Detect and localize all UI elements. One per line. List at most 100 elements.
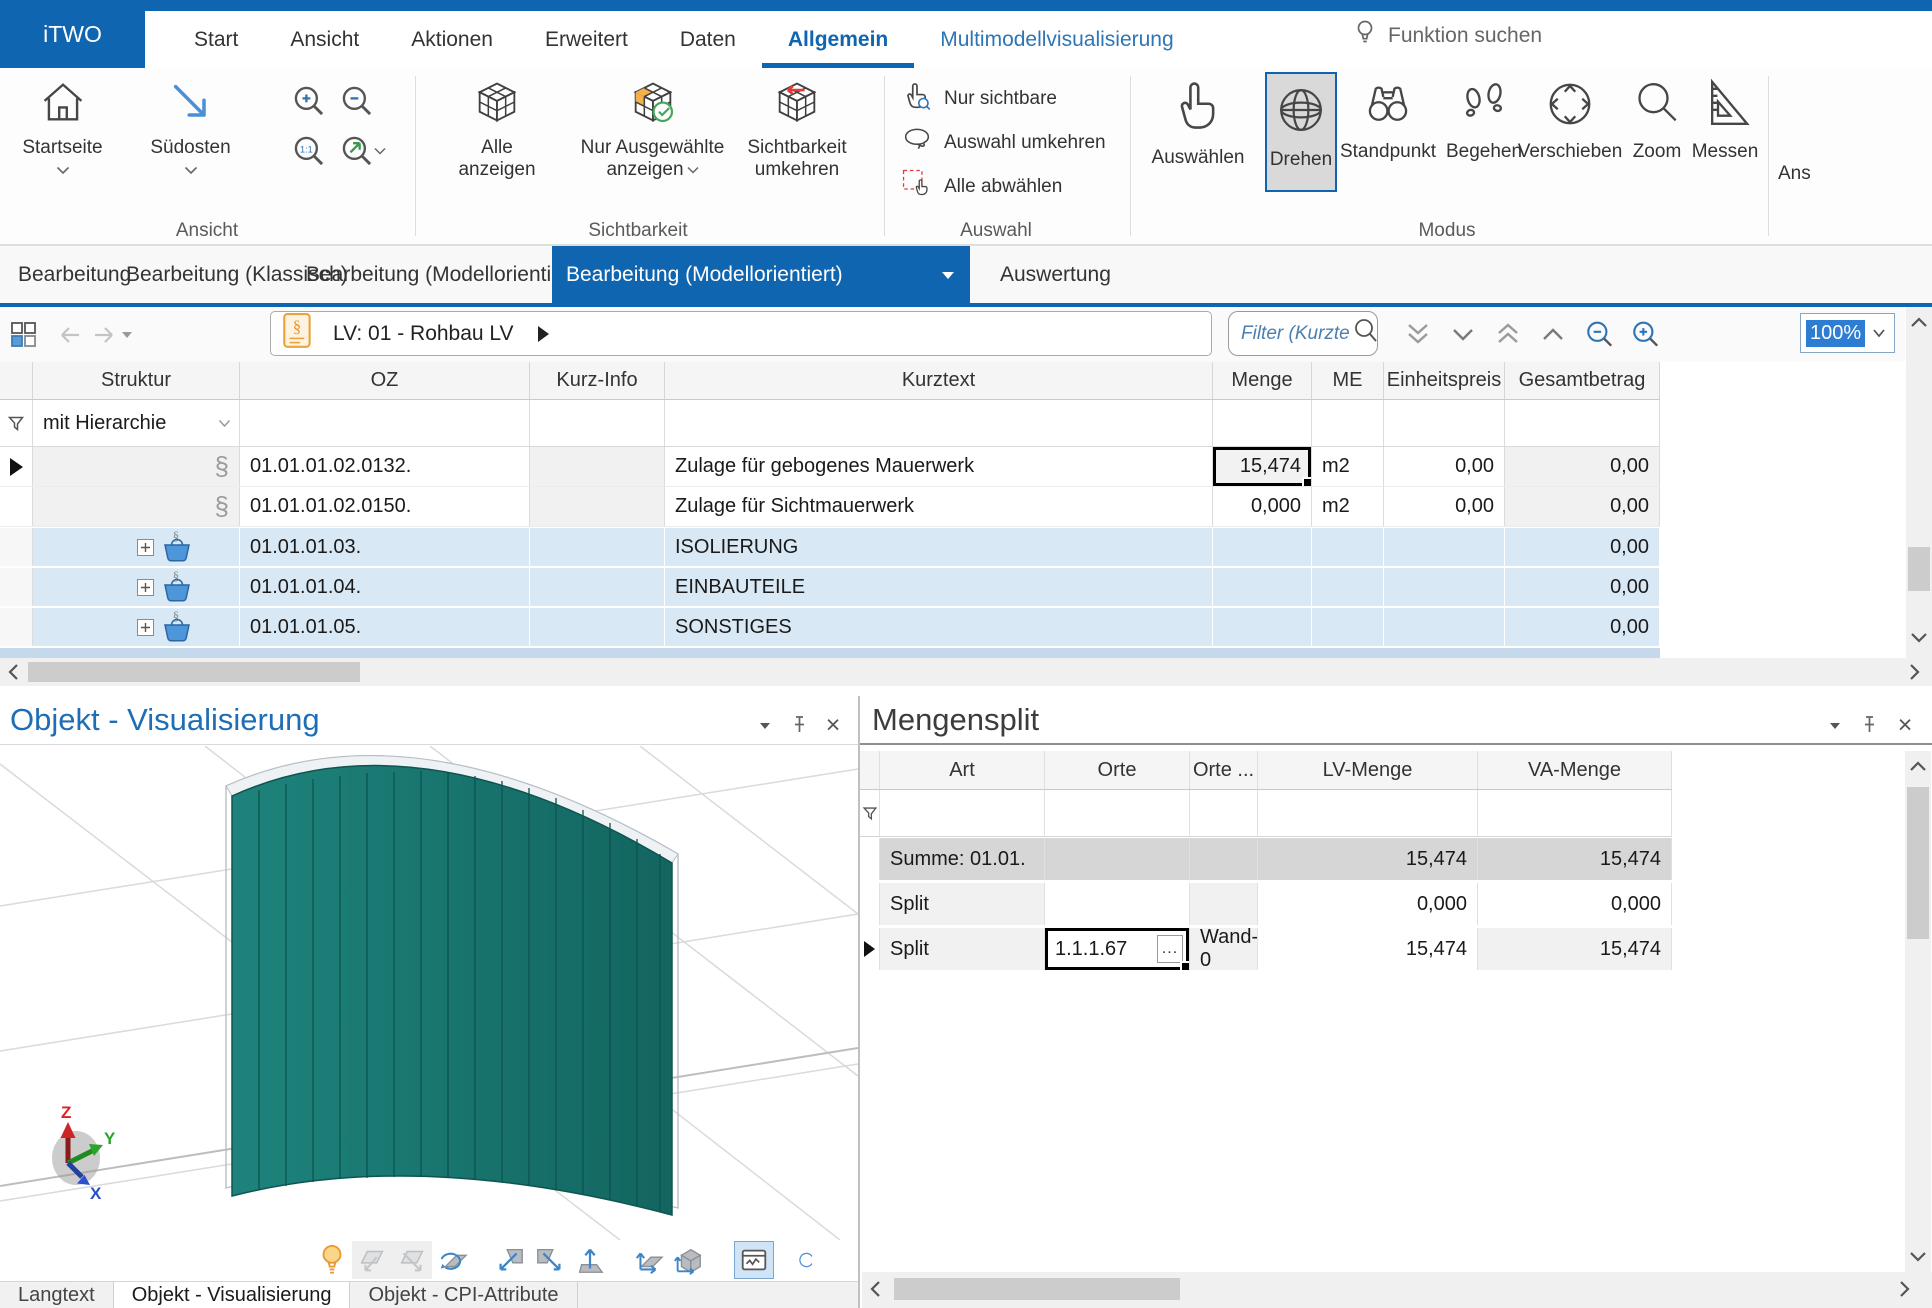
filter-icon-cell[interactable] [860,790,880,836]
filter-input[interactable] [1241,323,1349,345]
me-cell[interactable] [1312,528,1384,566]
table-row[interactable]: Split 0,000 0,000 [860,883,1672,927]
gesamtbetrag-cell[interactable]: 0,00 [1505,528,1660,566]
zoom-level-dropdown[interactable]: 100% [1800,313,1895,353]
orte-detail-cell[interactable] [1190,883,1258,925]
doctab-auswertung[interactable]: Auswertung [986,246,1125,304]
struktur-cell[interactable]: § [33,487,240,526]
breadcrumb-expand-icon[interactable] [538,326,549,342]
fill-handle[interactable] [1180,961,1189,970]
va-menge-cell[interactable]: 0,000 [1478,883,1672,925]
table-zoom-out-button[interactable] [1582,317,1618,353]
gesamtbetrag-cell[interactable]: 0,00 [1505,608,1660,646]
kurztext-cell[interactable]: Zulage für Sichtmauerwerk [665,487,1213,526]
filter-cell[interactable] [1258,790,1478,836]
row-selector[interactable] [0,568,33,606]
mengensplit-vertical-scrollbar[interactable] [1905,751,1931,1272]
sichtbarkeit-umkehren-button[interactable]: Sichtbarkeitumkehren [722,76,872,181]
goto-next-button[interactable] [1445,317,1481,353]
kurzinfo-cell[interactable] [530,447,665,486]
table-row[interactable]: § 01.01.01.05. SONSTIGES 0,00 [0,608,1660,648]
filter-cell[interactable] [530,400,665,446]
alle-abwaehlen-button[interactable]: Alle abwählen [900,166,1062,208]
clip-plane-button-disabled[interactable] [352,1241,392,1279]
gesamtbetrag-cell[interactable]: 0,00 [1505,487,1660,526]
navigate-forward-button[interactable] [86,317,122,353]
einheitspreis-cell[interactable] [1384,528,1505,566]
row-selector[interactable] [0,608,33,646]
menge-cell[interactable] [1213,608,1312,646]
expand-plus-icon[interactable] [137,539,154,556]
zoom-mode-button[interactable]: Zoom [1628,76,1686,163]
kurzinfo-cell[interactable] [530,568,665,606]
scroll-right-button[interactable] [1902,660,1926,684]
orte-detail-cell[interactable] [1190,838,1258,880]
orte-cell-selected[interactable]: 1.1.1.67 ... [1045,928,1190,970]
menge-cell[interactable] [1213,568,1312,606]
goto-first-button[interactable] [1490,317,1526,353]
kurztext-cell[interactable]: ISOLIERUNG [665,528,1213,566]
table-zoom-in-button[interactable] [1628,317,1664,353]
tab-allgemein[interactable]: Allgemein [762,11,914,68]
oz-cell[interactable]: 01.01.01.02.0150. [240,487,530,526]
orte-cell[interactable] [1045,883,1190,925]
art-cell[interactable]: Split [880,928,1045,970]
einheitspreis-cell[interactable]: 0,00 [1384,447,1505,486]
auswahl-umkehren-button[interactable]: Auswahl umkehren [900,122,1106,164]
filter-cell[interactable] [1312,400,1384,446]
scrollbar-thumb[interactable] [28,662,360,682]
suedosten-button[interactable]: Südosten [128,76,253,180]
oz-cell[interactable]: 01.01.01.05. [240,608,530,646]
oz-cell[interactable]: 01.01.01.02.0132. [240,447,530,486]
lv-menge-cell[interactable]: 15,474 [1258,928,1478,970]
function-search[interactable]: Funktion suchen [1352,18,1542,54]
tab-aktionen[interactable]: Aktionen [385,11,519,68]
filter-cell[interactable] [1505,400,1660,446]
me-cell[interactable]: m2 [1312,487,1384,526]
curved-wall-object[interactable] [232,766,672,1215]
alle-anzeigen-button[interactable]: Alle anzeigen [432,76,562,181]
viz-pin-icon[interactable] [786,712,812,738]
header-lv-menge[interactable]: LV-Menge [1258,751,1478,789]
einheitspreis-cell[interactable] [1384,568,1505,606]
tab-objekt-cpi-attribute[interactable]: Objekt - CPI-Attribute [350,1282,577,1308]
table-row[interactable]: § 01.01.01.02.0150. Zulage für Sichtmaue… [0,487,1660,527]
messen-button[interactable]: Messen [1690,76,1760,163]
rotate-view-button[interactable] [432,1241,472,1279]
startseite-button[interactable]: Startseite [10,76,115,180]
header-orte[interactable]: Orte [1045,751,1190,789]
filter-cell[interactable] [1213,400,1312,446]
table-row[interactable]: § 01.01.01.02.0132. Zulage für gebogenes… [0,447,1660,487]
gesamtbetrag-cell[interactable]: 0,00 [1505,568,1660,606]
view-from-top-button[interactable] [570,1241,610,1279]
zoom-in-button[interactable] [292,84,326,123]
va-menge-cell[interactable]: 15,474 [1478,838,1672,880]
nur-sichtbare-button[interactable]: Nur sichtbare [900,78,1057,120]
lv-menge-cell[interactable]: 0,000 [1258,883,1478,925]
expand-plus-icon[interactable] [137,579,154,596]
lv-breadcrumb[interactable]: § LV: 01 - Rohbau LV [270,311,1212,356]
filter-cell[interactable] [1478,790,1672,836]
struktur-cell[interactable]: § [33,608,240,646]
scroll-up-button[interactable] [1906,311,1932,335]
header-menge[interactable]: Menge [1213,362,1312,399]
orte-cell[interactable] [1045,838,1190,880]
header-einheitspreis[interactable]: Einheitspreis [1384,362,1505,399]
struktur-cell[interactable]: § [33,568,240,606]
struktur-cell[interactable]: § [33,528,240,566]
hierarchy-filter-dropdown[interactable]: mit Hierarchie [33,400,240,446]
me-cell[interactable]: m2 [1312,447,1384,486]
lv-vertical-scrollbar[interactable] [1906,307,1932,658]
viz-3d-viewport[interactable]: Z Y X [0,746,858,1240]
fill-handle[interactable] [1302,477,1311,486]
doctab-bearbeitung-modellorientiert[interactable]: Bearbeitung (Modellorientiert) [292,246,597,304]
history-dropdown-button[interactable] [118,317,136,353]
row-selector[interactable] [0,528,33,566]
me-cell[interactable] [1312,568,1384,606]
plane-axes-button[interactable] [628,1241,668,1279]
header-me[interactable]: ME [1312,362,1384,399]
scrollbar-thumb[interactable] [1908,547,1930,591]
art-cell[interactable]: Split [880,883,1045,925]
filter-cell[interactable] [1045,790,1190,836]
goto-previous-button[interactable] [1535,317,1571,353]
